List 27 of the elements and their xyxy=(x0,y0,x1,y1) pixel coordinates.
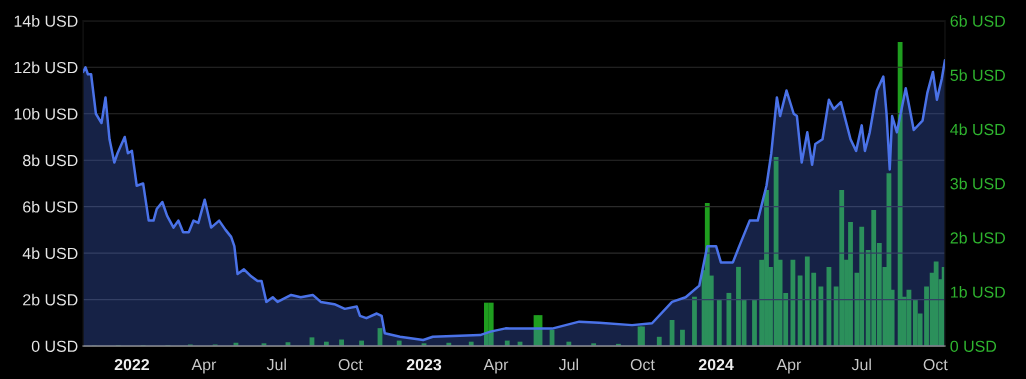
y2-tick-label: 1b USD xyxy=(951,286,1005,298)
y-tick-label: 14b USD xyxy=(14,15,78,27)
x-tick-label: 2022 xyxy=(114,358,150,371)
y2-tick-label: 6b USD xyxy=(950,15,1005,27)
x-tick-label: Jul xyxy=(851,358,871,371)
x-tick-label: Oct xyxy=(630,358,655,371)
y2-tick-label: 2b USD xyxy=(950,231,1005,244)
x-tick-label: Jul xyxy=(558,358,578,371)
x-tick-label: Apr xyxy=(776,359,802,374)
y-tick-label: 12b USD xyxy=(14,61,78,74)
x-tick-label: Oct xyxy=(338,358,363,371)
x-tick-label: 2023 xyxy=(406,358,442,371)
x-tick-label: Apr xyxy=(191,359,217,374)
y-tick-label: 2b USD xyxy=(23,293,78,306)
y-tick-label: 0 USD xyxy=(31,340,78,352)
y2-tick-label: 3b USD xyxy=(950,177,1005,190)
x-tick-label: Oct xyxy=(923,358,948,371)
x-tick-label: 2024 xyxy=(698,358,734,371)
y2-tick-label: 4b USD xyxy=(950,123,1005,136)
x-tick-label: Jul xyxy=(266,358,286,371)
x-tick-label: Apr xyxy=(483,359,509,374)
y2-tick-label: 0 USD xyxy=(950,340,997,352)
y-tick-label: 6b USD xyxy=(23,200,78,213)
y-tick-label: 10b USD xyxy=(14,107,78,120)
y2-tick-label: 5b USD xyxy=(950,69,1005,81)
y-tick-label: 8b USD xyxy=(23,154,78,167)
y-tick-label: 4b USD xyxy=(22,247,78,260)
